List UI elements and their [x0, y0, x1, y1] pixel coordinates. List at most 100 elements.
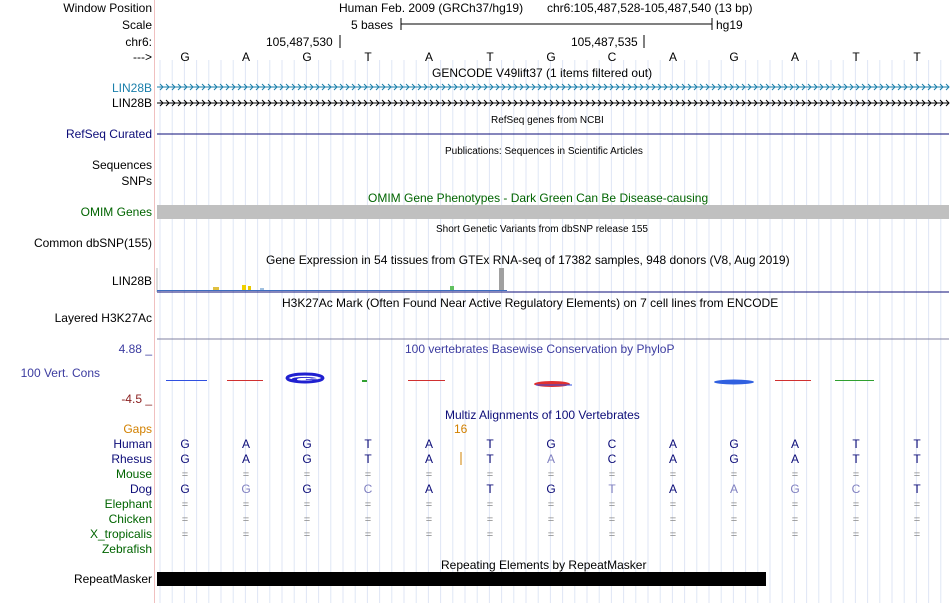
- strand-chevron: [915, 83, 920, 91]
- gtex-baseline: [157, 290, 507, 291]
- strand-chevron: [321, 99, 326, 107]
- alignment-base: =: [486, 529, 494, 541]
- strand-chevron: [339, 83, 344, 91]
- track-label-gaps[interactable]: Gaps: [123, 422, 152, 436]
- gtex-bar: [213, 287, 219, 291]
- strand-chevron: [933, 83, 938, 91]
- strand-chevron: [393, 99, 398, 107]
- track-label-gtex[interactable]: LIN28B: [111, 274, 152, 288]
- alignment-base: =: [364, 514, 372, 526]
- strand-chevron: [711, 83, 716, 91]
- strand-chevron: [465, 83, 470, 91]
- strand-chevron: [579, 99, 584, 107]
- strand-chevron: [681, 83, 686, 91]
- strand-chevron: [699, 83, 704, 91]
- strand-chevron: [723, 83, 728, 91]
- strand-chevron: [645, 99, 650, 107]
- ruler-base: G: [180, 50, 190, 64]
- alignment-base: =: [791, 529, 799, 541]
- track-label-sequences[interactable]: Sequences: [91, 158, 152, 172]
- phylop-letter: G: [290, 376, 320, 384]
- strand-chevron: [159, 99, 164, 107]
- track-label-omim[interactable]: OMIM Genes: [80, 205, 152, 219]
- strand-chevron: [555, 83, 560, 91]
- strand-chevron: [633, 99, 638, 107]
- coordinate-label: 105,487,535: [571, 35, 638, 49]
- alignment-base: T: [852, 452, 860, 466]
- track-label-phylop[interactable]: 100 Vert. Cons: [20, 366, 100, 380]
- strand-chevron: [525, 83, 530, 91]
- alignment-base: =: [730, 499, 738, 511]
- strand-chevron: [333, 99, 338, 107]
- alignment-base: T: [913, 482, 921, 496]
- strand-chevron: [255, 83, 260, 91]
- strand-chevron: [615, 83, 620, 91]
- strand-chevron: [621, 99, 626, 107]
- strand-chevron: [819, 99, 824, 107]
- species-label-dog[interactable]: Dog: [129, 482, 152, 496]
- track-title-h3k27ac: H3K27Ac Mark (Often Found Near Active Re…: [282, 296, 779, 310]
- strand-chevron: [795, 99, 800, 107]
- alignment-base: T: [486, 482, 494, 496]
- alignment-base: =: [730, 469, 738, 481]
- species-label-rhesus[interactable]: Rhesus: [111, 452, 152, 466]
- strand-chevron: [459, 83, 464, 91]
- species-label-mouse[interactable]: Mouse: [115, 467, 152, 481]
- strand-arrow-label[interactable]: --->: [133, 50, 152, 64]
- species-label-chicken[interactable]: Chicken: [108, 512, 152, 526]
- strand-chevron: [489, 99, 494, 107]
- strand-chevron: [201, 83, 206, 91]
- alignment-base: =: [547, 499, 555, 511]
- strand-chevron: [825, 83, 830, 91]
- window-position-text: chr6:105,487,528-105,487,540 (13 bp): [547, 1, 753, 15]
- alignment-base: =: [303, 499, 311, 511]
- track-label-repeatmasker[interactable]: RepeatMasker: [73, 572, 152, 586]
- gene-label-lin28b[interactable]: LIN28B: [111, 96, 152, 110]
- ruler-base: T: [852, 50, 860, 64]
- species-label-x-tropicalis[interactable]: X_tropicalis: [89, 527, 152, 541]
- track-label-refseq[interactable]: RefSeq Curated: [65, 127, 152, 141]
- strand-chevron: [687, 83, 692, 91]
- strand-chevron: [207, 83, 212, 91]
- track-label-snps[interactable]: SNPs: [121, 174, 152, 188]
- strand-chevron: [621, 83, 626, 91]
- strand-chevron: [423, 99, 428, 107]
- track-label-dbsnp[interactable]: Common dbSNP(155): [33, 236, 152, 250]
- strand-chevron: [693, 83, 698, 91]
- strand-chevron: [471, 83, 476, 91]
- alignment-base: =: [547, 514, 555, 526]
- strand-chevron: [483, 83, 488, 91]
- track-label-h3k27ac[interactable]: Layered H3K27Ac: [54, 311, 152, 325]
- gene-label-lin28b[interactable]: LIN28B: [111, 81, 152, 95]
- window-position-label: Window Position: [63, 1, 152, 15]
- strand-chevron: [843, 83, 848, 91]
- strand-chevron: [165, 99, 170, 107]
- strand-chevron: [639, 99, 644, 107]
- track-title-repeatmasker: Repeating Elements by RepeatMasker: [441, 558, 647, 572]
- strand-chevron: [663, 99, 668, 107]
- strand-chevron: [675, 99, 680, 107]
- strand-chevron: [213, 83, 218, 91]
- strand-chevron: [651, 83, 656, 91]
- strand-chevron: [807, 83, 812, 91]
- species-label-zebrafish[interactable]: Zebrafish: [101, 542, 152, 556]
- strand-chevron: [729, 99, 734, 107]
- alignment-base: T: [852, 437, 860, 451]
- alignment-base: =: [242, 499, 250, 511]
- strand-chevron: [549, 83, 554, 91]
- alignment-base: C: [851, 482, 861, 496]
- strand-chevron: [879, 99, 884, 107]
- strand-chevron: [453, 83, 458, 91]
- strand-chevron: [897, 83, 902, 91]
- alignment-base: =: [181, 499, 189, 511]
- strand-chevron: [441, 99, 446, 107]
- strand-chevron: [195, 99, 200, 107]
- species-label-human[interactable]: Human: [113, 437, 152, 451]
- species-label-elephant[interactable]: Elephant: [104, 497, 152, 511]
- strand-chevron: [387, 83, 392, 91]
- alignment-base: =: [364, 499, 372, 511]
- strand-chevron: [753, 83, 758, 91]
- alignment-base: G: [180, 482, 190, 496]
- alignment-base: G: [180, 452, 190, 466]
